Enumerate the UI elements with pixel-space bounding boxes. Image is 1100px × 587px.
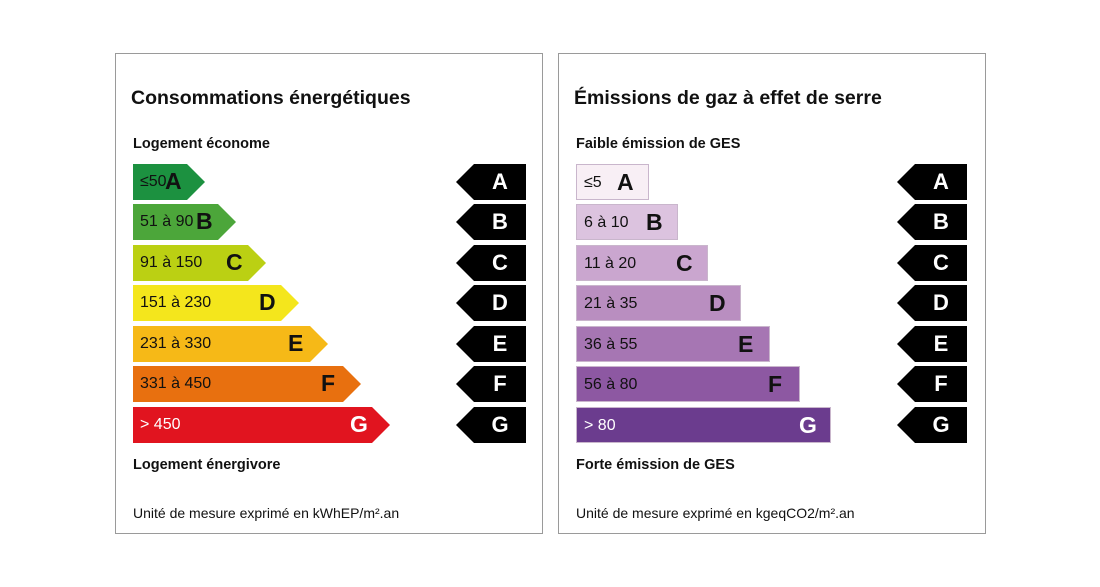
class-marker: C xyxy=(897,245,967,281)
class-letter: E xyxy=(288,330,304,356)
class-range: 51 à 90 xyxy=(140,213,194,230)
marker-letter: B xyxy=(933,209,949,234)
class-range: > 80 xyxy=(584,417,616,434)
class-letter: F xyxy=(768,371,783,397)
class-range: 151 à 230 xyxy=(140,294,212,311)
class-marker: B xyxy=(456,204,526,240)
class-bar: 91 à 150 C xyxy=(133,245,266,281)
class-marker: D xyxy=(456,285,526,321)
class-marker: C xyxy=(456,245,526,281)
class-marker: D xyxy=(897,285,967,321)
class-marker: F xyxy=(456,366,526,402)
panel-title: Émissions de gaz à effet de serre xyxy=(574,87,882,109)
marker-letter: G xyxy=(491,412,509,437)
unit-note: Unité de mesure exprimé en kgeqCO2/m².an xyxy=(576,505,855,521)
class-range: 331 à 450 xyxy=(140,375,212,392)
class-marker: B xyxy=(897,204,967,240)
class-marker: A xyxy=(897,164,967,200)
class-bar: 51 à 90 B xyxy=(133,204,236,240)
unit-note: Unité de mesure exprimé en kWhEP/m².an xyxy=(133,505,400,521)
panel-title: Consommations énergétiques xyxy=(131,87,411,109)
class-range: ≤50 xyxy=(140,173,167,190)
energy-consumption-panel: Consommations énergétiques Logement écon… xyxy=(115,53,543,534)
class-bar: 6 à 10 B xyxy=(576,204,678,240)
marker-letter: F xyxy=(934,371,948,396)
class-bar: 11 à 20 C xyxy=(576,245,708,281)
class-letter: C xyxy=(226,249,243,275)
class-marker: F xyxy=(897,366,967,402)
class-bar: ≤50 A xyxy=(133,164,205,200)
class-letter: A xyxy=(165,168,182,194)
class-marker: G xyxy=(897,407,967,443)
class-letter: D xyxy=(259,289,276,315)
class-bar: > 80 G xyxy=(576,407,831,443)
class-bar: 36 à 55 E xyxy=(576,326,770,362)
class-bar: 331 à 450 F xyxy=(133,366,361,402)
class-letter: C xyxy=(676,250,693,276)
class-marker: A xyxy=(456,164,526,200)
marker-letter: E xyxy=(492,331,508,356)
class-range: 91 à 150 xyxy=(140,254,203,271)
class-bar: ≤5 A xyxy=(576,164,649,200)
class-bar: 21 à 35 D xyxy=(576,285,741,321)
marker-letter: F xyxy=(493,371,507,396)
class-range: 6 à 10 xyxy=(584,214,629,231)
class-letter: A xyxy=(617,169,634,195)
marker-letter: B xyxy=(492,209,508,234)
marker-letter: A xyxy=(933,169,949,194)
class-range: ≤5 xyxy=(584,174,602,191)
class-range: 36 à 55 xyxy=(584,336,638,353)
class-bar: 56 à 80 F xyxy=(576,366,800,402)
class-marker: E xyxy=(456,326,526,362)
bottom-label: Forte émission de GES xyxy=(576,457,735,473)
marker-letter: E xyxy=(933,331,949,356)
class-range: 21 à 35 xyxy=(584,295,638,312)
ghg-emissions-panel: Émissions de gaz à effet de serre Faible… xyxy=(558,53,986,534)
class-bar: > 450 G xyxy=(133,407,390,443)
marker-letter: A xyxy=(492,169,508,194)
class-marker: G xyxy=(456,407,526,443)
marker-letter: D xyxy=(933,290,949,315)
bottom-label: Logement énergivore xyxy=(133,457,281,473)
class-letter: B xyxy=(196,208,213,234)
top-label: Faible émission de GES xyxy=(576,136,741,152)
class-letter: E xyxy=(738,331,754,357)
top-label: Logement économe xyxy=(133,136,270,152)
marker-letter: C xyxy=(933,250,949,275)
class-bar: 231 à 330 E xyxy=(133,326,328,362)
class-marker: E xyxy=(897,326,967,362)
marker-letter: G xyxy=(932,412,950,437)
class-letter: G xyxy=(799,412,817,438)
class-range: 56 à 80 xyxy=(584,376,638,393)
class-letter: F xyxy=(321,370,336,396)
class-letter: D xyxy=(709,290,726,316)
marker-letter: D xyxy=(492,290,508,315)
class-letter: G xyxy=(350,411,368,437)
class-letter: B xyxy=(646,209,663,235)
class-range: > 450 xyxy=(140,416,181,433)
class-bar: 151 à 230 D xyxy=(133,285,299,321)
marker-letter: C xyxy=(492,250,508,275)
class-range: 231 à 330 xyxy=(140,335,212,352)
class-range: 11 à 20 xyxy=(584,255,637,272)
